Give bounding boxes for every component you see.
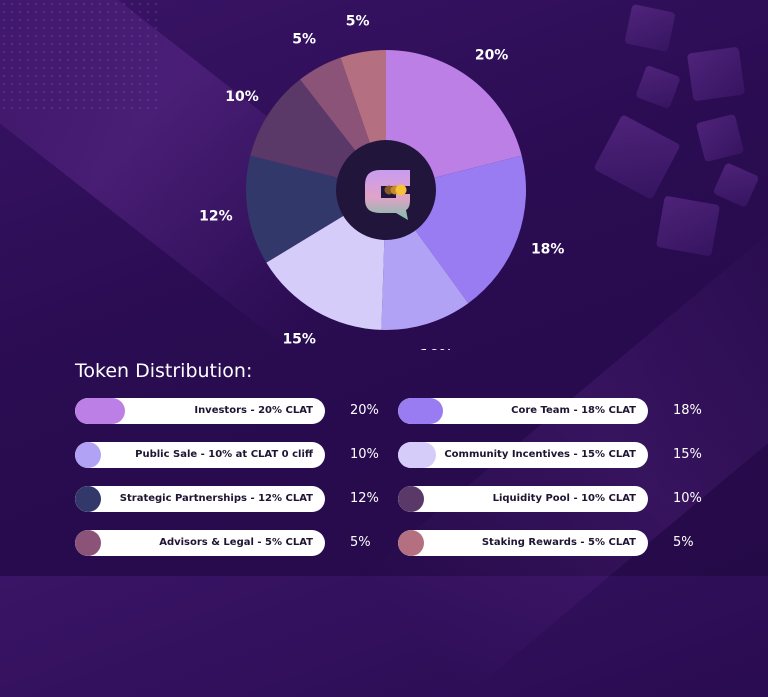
legend-label: Staking Rewards - 5% CLAT: [481, 537, 636, 548]
pie-slice-label: 5%: [292, 32, 316, 48]
legend-percent: 10%: [350, 447, 379, 462]
legend-percent: 18%: [673, 403, 702, 418]
legend-pill: Investors - 20% CLAT: [75, 398, 325, 424]
background-dot-grid: [0, 0, 160, 110]
legend-pill-fill: [75, 530, 101, 556]
logo-mark: [365, 170, 410, 220]
legend-pill-fill: [398, 398, 443, 424]
token-distribution-pie-chart: 20% 18% 10% 15% 12% 10% 5% 5%: [199, 13, 564, 350]
pie-slice-label: 15%: [282, 332, 316, 348]
section-title: Token Distribution:: [75, 360, 253, 382]
legend-pill: Public Sale - 10% at CLAT 0 cliff: [75, 442, 325, 468]
pie-labels: 20% 18% 10% 15% 12% 10% 5% 5%: [199, 13, 564, 350]
pie-slice-label: 5%: [346, 13, 370, 29]
legend-percent: 20%: [350, 403, 379, 418]
legend-pill-fill: [75, 398, 125, 424]
legend-pill-fill: [75, 442, 101, 468]
pie-slice-label: 10%: [225, 89, 259, 105]
legend-pill: Advisors & Legal - 5% CLAT: [75, 530, 325, 556]
pie-slice-label: 10%: [420, 347, 454, 350]
pie-slice-label: 12%: [199, 209, 233, 225]
legend-pill-fill: [75, 486, 101, 512]
logo-dot: [395, 184, 407, 196]
legend-percent: 12%: [350, 491, 379, 506]
legend-pill: Liquidity Pool - 10% CLAT: [398, 486, 648, 512]
legend-percent: 5%: [673, 535, 694, 550]
legend-label: Advisors & Legal - 5% CLAT: [159, 537, 313, 548]
legend-pill: Staking Rewards - 5% CLAT: [398, 530, 648, 556]
pie-slices: [245, 50, 527, 330]
brand-logo-icon: [336, 140, 436, 240]
legend-pill: Community Incentives - 15% CLAT: [398, 442, 648, 468]
pie-slice-label: 20%: [475, 47, 509, 63]
legend-label: Investors - 20% CLAT: [194, 405, 313, 416]
legend-pill: Strategic Partnerships - 12% CLAT: [75, 486, 325, 512]
legend-percent: 10%: [673, 491, 702, 506]
legend-label: Community Incentives - 15% CLAT: [444, 449, 636, 460]
legend-pill-fill: [398, 530, 424, 556]
legend-label: Core Team - 18% CLAT: [511, 405, 636, 416]
legend-percent: 5%: [350, 535, 371, 550]
legend-label: Public Sale - 10% at CLAT 0 cliff: [135, 449, 313, 460]
legend-pill-fill: [398, 442, 436, 468]
legend-pill-fill: [398, 486, 424, 512]
legend-percent: 15%: [673, 447, 702, 462]
legend-label: Strategic Partnerships - 12% CLAT: [119, 493, 313, 504]
legend-label: Liquidity Pool - 10% CLAT: [492, 493, 636, 504]
pie-slice-label: 18%: [531, 242, 565, 258]
legend-pill: Core Team - 18% CLAT: [398, 398, 648, 424]
